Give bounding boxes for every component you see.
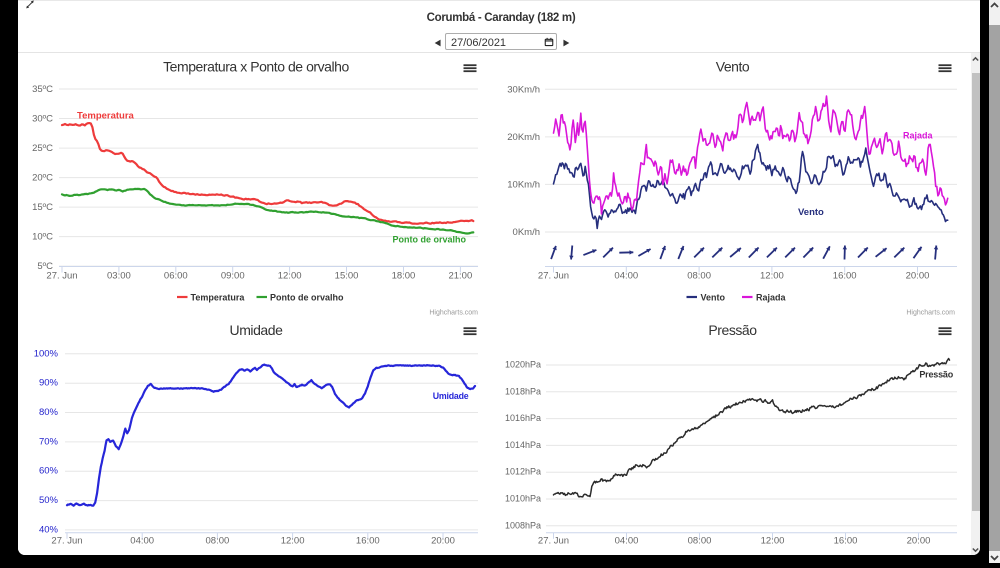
svg-text:16:00: 16:00 <box>834 536 858 547</box>
svg-text:12:00: 12:00 <box>761 536 785 547</box>
svg-text:20:00: 20:00 <box>907 536 931 547</box>
svg-text:Temperatura: Temperatura <box>191 293 246 303</box>
svg-text:Umidade: Umidade <box>433 391 469 401</box>
svg-text:27. Jun: 27. Jun <box>538 536 569 547</box>
svg-text:21:00: 21:00 <box>448 271 472 282</box>
svg-text:27. Jun: 27. Jun <box>51 536 82 547</box>
svg-text:1008hPa: 1008hPa <box>505 520 541 530</box>
svg-text:Rajada: Rajada <box>903 131 934 141</box>
svg-text:50%: 50% <box>39 495 59 506</box>
svg-text:20ºC: 20ºC <box>32 173 53 184</box>
svg-text:Ponto de orvalho: Ponto de orvalho <box>270 293 344 303</box>
svg-text:Temperatura x Ponto de orvalho: Temperatura x Ponto de orvalho <box>163 59 349 75</box>
svg-text:03:00: 03:00 <box>107 271 131 282</box>
svg-text:Highcharts.com: Highcharts.com <box>906 310 955 317</box>
svg-text:08:00: 08:00 <box>688 536 712 547</box>
svg-text:1016hPa: 1016hPa <box>505 413 541 423</box>
svg-text:0Km/h: 0Km/h <box>513 227 540 238</box>
svg-text:12:00: 12:00 <box>281 536 305 547</box>
svg-text:30Km/h: 30Km/h <box>507 84 540 95</box>
svg-text:18:00: 18:00 <box>392 271 416 282</box>
svg-text:Pressão: Pressão <box>708 322 757 338</box>
svg-text:08:00: 08:00 <box>206 536 230 547</box>
svg-text:Ponto de orvalho: Ponto de orvalho <box>392 235 466 245</box>
svg-text:06:00: 06:00 <box>164 271 188 282</box>
svg-text:1018hPa: 1018hPa <box>505 386 541 396</box>
svg-text:Vento: Vento <box>798 207 824 218</box>
svg-text:20:00: 20:00 <box>431 536 455 547</box>
svg-text:1010hPa: 1010hPa <box>505 494 541 504</box>
svg-text:16:00: 16:00 <box>833 271 857 282</box>
svg-text:Vento: Vento <box>701 293 726 303</box>
svg-text:04:00: 04:00 <box>130 536 154 547</box>
svg-text:90%: 90% <box>39 378 59 389</box>
svg-text:35ºC: 35ºC <box>32 84 53 95</box>
svg-text:27. Jun: 27. Jun <box>538 271 569 282</box>
svg-text:10Km/h: 10Km/h <box>507 179 540 190</box>
svg-text:Temperatura: Temperatura <box>77 111 135 122</box>
svg-text:80%: 80% <box>39 407 59 418</box>
svg-text:25ºC: 25ºC <box>32 143 53 154</box>
svg-text:12:00: 12:00 <box>760 271 784 282</box>
svg-text:04:00: 04:00 <box>615 536 639 547</box>
svg-text:1012hPa: 1012hPa <box>505 467 541 477</box>
svg-text:Vento: Vento <box>716 59 750 75</box>
svg-text:Highcharts.com: Highcharts.com <box>429 310 478 317</box>
svg-text:60%: 60% <box>39 466 59 477</box>
svg-text:1020hPa: 1020hPa <box>505 360 541 370</box>
svg-text:08:00: 08:00 <box>687 271 711 282</box>
svg-text:04:00: 04:00 <box>614 271 638 282</box>
svg-text:Umidade: Umidade <box>230 322 284 338</box>
svg-text:12:00: 12:00 <box>278 271 302 282</box>
svg-text:70%: 70% <box>39 436 59 447</box>
svg-text:16:00: 16:00 <box>356 536 380 547</box>
svg-text:20Km/h: 20Km/h <box>507 132 540 143</box>
svg-text:40%: 40% <box>39 524 59 535</box>
svg-text:20:00: 20:00 <box>906 271 930 282</box>
svg-text:Rajada: Rajada <box>756 293 787 303</box>
svg-text:30ºC: 30ºC <box>32 114 53 125</box>
svg-text:15ºC: 15ºC <box>32 202 53 213</box>
svg-text:Pressão: Pressão <box>919 370 953 380</box>
svg-text:100%: 100% <box>34 348 59 359</box>
svg-text:09:00: 09:00 <box>221 271 245 282</box>
svg-text:27. Jun: 27. Jun <box>46 271 77 282</box>
svg-text:1014hPa: 1014hPa <box>505 440 541 450</box>
svg-text:15:00: 15:00 <box>335 271 359 282</box>
svg-text:10ºC: 10ºC <box>32 232 53 243</box>
